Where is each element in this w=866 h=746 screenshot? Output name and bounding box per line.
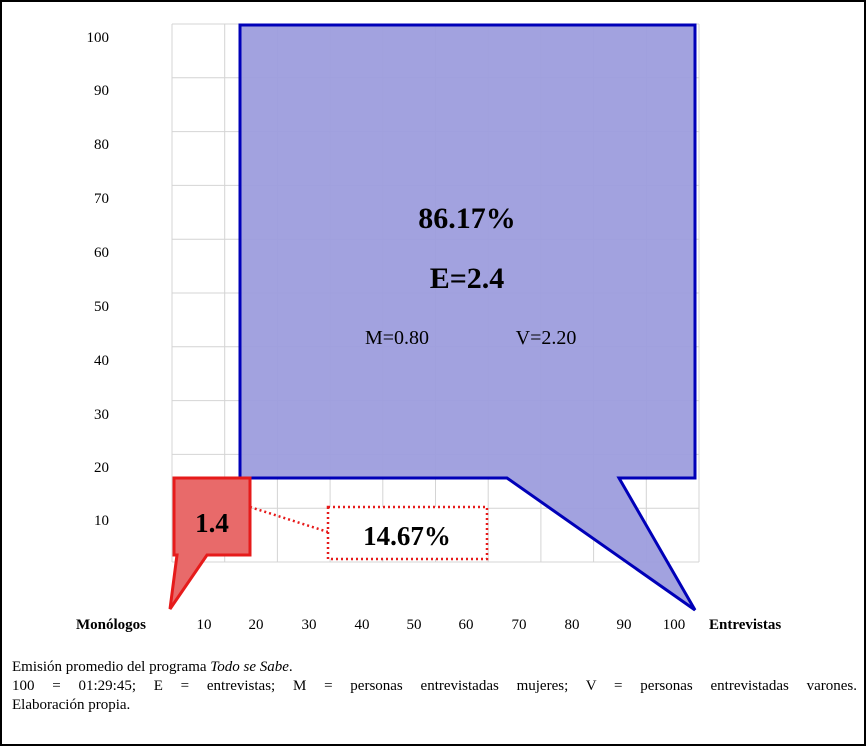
- x-tick-label: 40: [355, 617, 370, 633]
- monologos-callout: [168, 476, 252, 610]
- x-tick-label: 100: [663, 617, 686, 633]
- x-tick-label: 50: [407, 617, 422, 633]
- y-tick-label: 30: [94, 407, 109, 423]
- program-name: Todo se Sabe: [210, 659, 289, 675]
- entrevistas-men: V=2.20: [516, 327, 577, 349]
- x-right-label: Entrevistas: [709, 617, 781, 633]
- y-axis-ticks: 100 90 80 70 60 50 40 30 20 10: [87, 30, 110, 529]
- caption-line-3: Elaboración propia.: [12, 697, 131, 713]
- x-tick-label: 60: [459, 617, 474, 633]
- y-tick-label: 70: [94, 191, 109, 207]
- caption-line-1: Emisión promedio del programa Todo se Sa…: [12, 658, 857, 677]
- y-tick-label: 50: [94, 299, 109, 315]
- x-tick-label: 80: [565, 617, 580, 633]
- monologos-percent: 14.67%: [363, 521, 451, 551]
- monologos-average: 1.4: [195, 508, 229, 538]
- y-tick-label: 60: [94, 245, 109, 261]
- y-tick-label: 100: [87, 30, 110, 46]
- entrevistas-callout: [238, 23, 697, 612]
- y-tick-label: 90: [94, 83, 109, 99]
- caption-text: Emisión promedio del programa: [12, 659, 211, 675]
- y-tick-label: 80: [94, 137, 109, 153]
- x-tick-label: 20: [249, 617, 264, 633]
- entrevistas-women: M=0.80: [365, 327, 429, 349]
- y-tick-label: 40: [94, 353, 109, 369]
- entrevistas-percent: 86.17%: [418, 202, 516, 235]
- caption-text: .: [288, 659, 293, 675]
- x-tick-label: 10: [197, 617, 212, 633]
- x-tick-label: 90: [617, 617, 632, 633]
- caption-line-2: 100 = 01:29:45; E = entrevistas; M = per…: [12, 678, 857, 694]
- x-axis-ticks: 10 20 30 40 50 60 70 80 90 100: [197, 617, 686, 633]
- monologos-connector: [249, 505, 329, 534]
- monologos-percent-box: [326, 505, 489, 561]
- caption: Emisión promedio del programa Todo se Sa…: [12, 658, 857, 715]
- x-tick-label: 70: [512, 617, 527, 633]
- x-tick-label: 30: [302, 617, 317, 633]
- x-left-label: Monólogos: [76, 617, 146, 633]
- entrevistas-average: E=2.4: [430, 262, 505, 295]
- chart: 100 90 80 70 60 50 40 30 20 10 10 20 30 40 50 60 70 80 90…: [76, 23, 781, 633]
- y-tick-label: 20: [94, 460, 109, 476]
- y-tick-label: 10: [94, 513, 109, 529]
